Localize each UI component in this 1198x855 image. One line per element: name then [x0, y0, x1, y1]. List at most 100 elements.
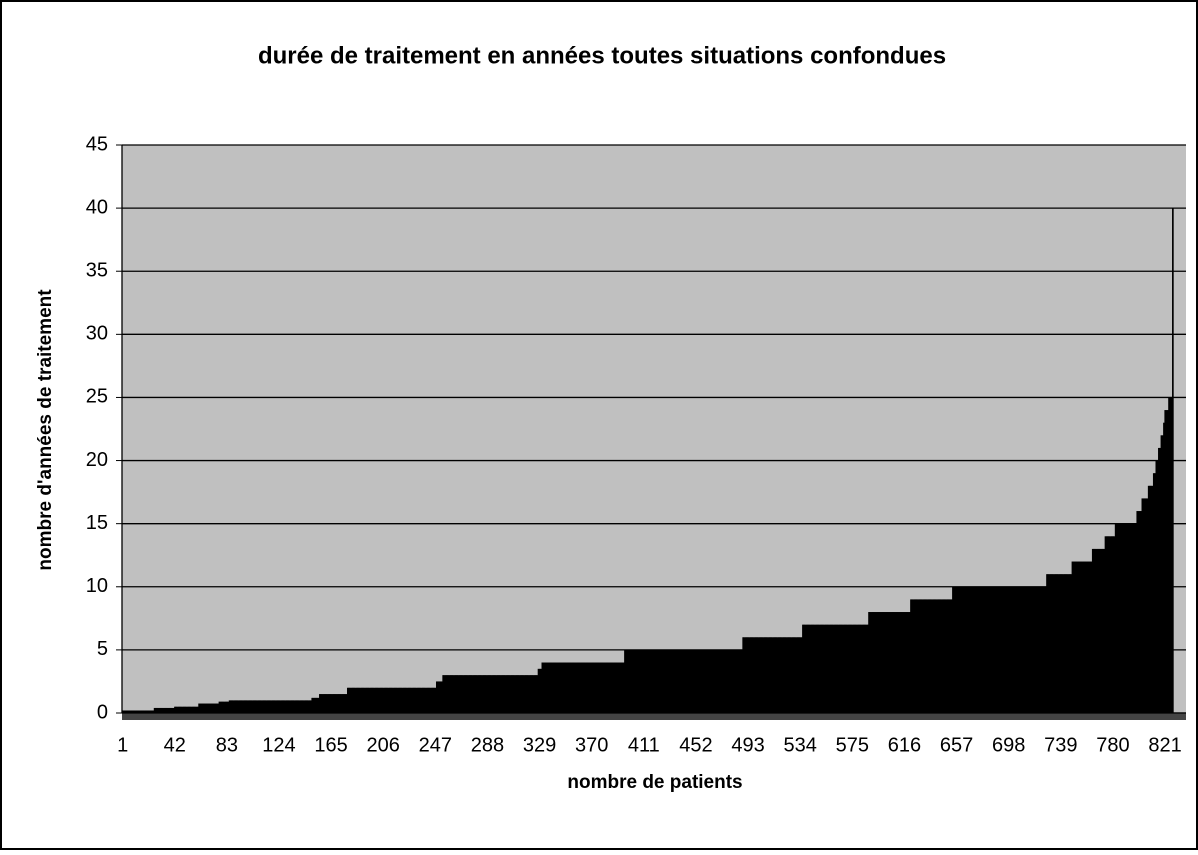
bar	[706, 649, 709, 713]
bar	[584, 662, 587, 713]
bar	[1038, 586, 1041, 713]
bar	[596, 662, 598, 713]
bar	[653, 649, 656, 713]
bar	[992, 586, 995, 713]
bar	[828, 624, 831, 713]
bar	[838, 624, 841, 713]
bar	[157, 707, 160, 713]
bar	[973, 586, 976, 713]
bar	[189, 706, 192, 713]
bar	[953, 586, 956, 713]
bar	[1108, 536, 1111, 713]
bar	[438, 681, 441, 713]
bar	[391, 687, 394, 713]
bar	[152, 710, 155, 713]
bar	[1098, 548, 1100, 713]
bar	[435, 681, 438, 713]
bar	[137, 710, 139, 713]
bar	[790, 637, 793, 713]
bar	[634, 649, 636, 713]
bar	[813, 624, 816, 713]
bar	[542, 662, 545, 713]
bar	[1160, 435, 1163, 713]
bar	[1121, 523, 1123, 713]
bar	[921, 599, 924, 713]
bar	[573, 662, 575, 713]
bar	[718, 649, 720, 713]
bar	[878, 612, 881, 713]
bar	[588, 662, 591, 713]
bar	[537, 668, 540, 713]
bar	[1166, 410, 1169, 713]
bar	[238, 700, 241, 713]
bar	[246, 700, 249, 713]
bar	[852, 624, 855, 713]
bar	[1127, 523, 1130, 713]
bar	[476, 675, 479, 713]
bar	[742, 637, 745, 713]
bar	[564, 662, 567, 713]
bar	[641, 649, 644, 713]
bar	[715, 649, 718, 713]
bar	[555, 662, 558, 713]
bar	[1004, 586, 1006, 713]
bar	[1025, 586, 1028, 713]
bar	[263, 700, 265, 713]
bar	[285, 700, 288, 713]
bar	[629, 649, 631, 713]
bar	[832, 624, 835, 713]
bar	[413, 687, 415, 713]
bar	[265, 700, 268, 713]
bar	[233, 700, 236, 713]
bar	[327, 694, 330, 713]
bar	[1144, 498, 1146, 713]
bar	[608, 662, 611, 713]
bar	[739, 649, 742, 713]
bar	[711, 649, 714, 713]
bar	[293, 700, 296, 713]
bar	[1014, 586, 1017, 713]
bar	[579, 662, 582, 713]
bar	[1006, 586, 1009, 713]
bar	[517, 675, 520, 713]
bar	[231, 700, 233, 713]
bar	[772, 637, 775, 713]
bar	[666, 649, 668, 713]
bar	[700, 649, 703, 713]
bar	[788, 637, 790, 713]
bar	[991, 586, 994, 713]
bar	[279, 700, 282, 713]
bar	[1091, 548, 1094, 713]
bar	[741, 649, 743, 713]
bar	[944, 599, 947, 713]
bar	[1090, 561, 1093, 713]
bar	[771, 637, 774, 713]
bar	[1018, 586, 1020, 713]
bar	[912, 599, 915, 713]
bar	[298, 700, 301, 713]
bar	[749, 637, 752, 713]
bar	[785, 637, 788, 713]
bar	[272, 700, 274, 713]
bar	[660, 649, 663, 713]
bar	[691, 649, 694, 713]
bar	[1049, 574, 1052, 713]
bar	[578, 662, 581, 713]
x-tick-label: 534	[784, 734, 817, 756]
bar	[1028, 586, 1031, 713]
bar	[427, 687, 429, 713]
bar	[713, 649, 715, 713]
bar	[207, 703, 209, 713]
bar	[360, 687, 363, 713]
bar	[1151, 485, 1154, 713]
bar	[268, 700, 270, 713]
bar	[769, 637, 771, 713]
bar	[701, 649, 704, 713]
bar	[172, 707, 175, 713]
bar	[1044, 586, 1047, 713]
bar	[400, 687, 403, 713]
bar	[560, 662, 563, 713]
bar	[329, 694, 331, 713]
bar	[793, 637, 795, 713]
